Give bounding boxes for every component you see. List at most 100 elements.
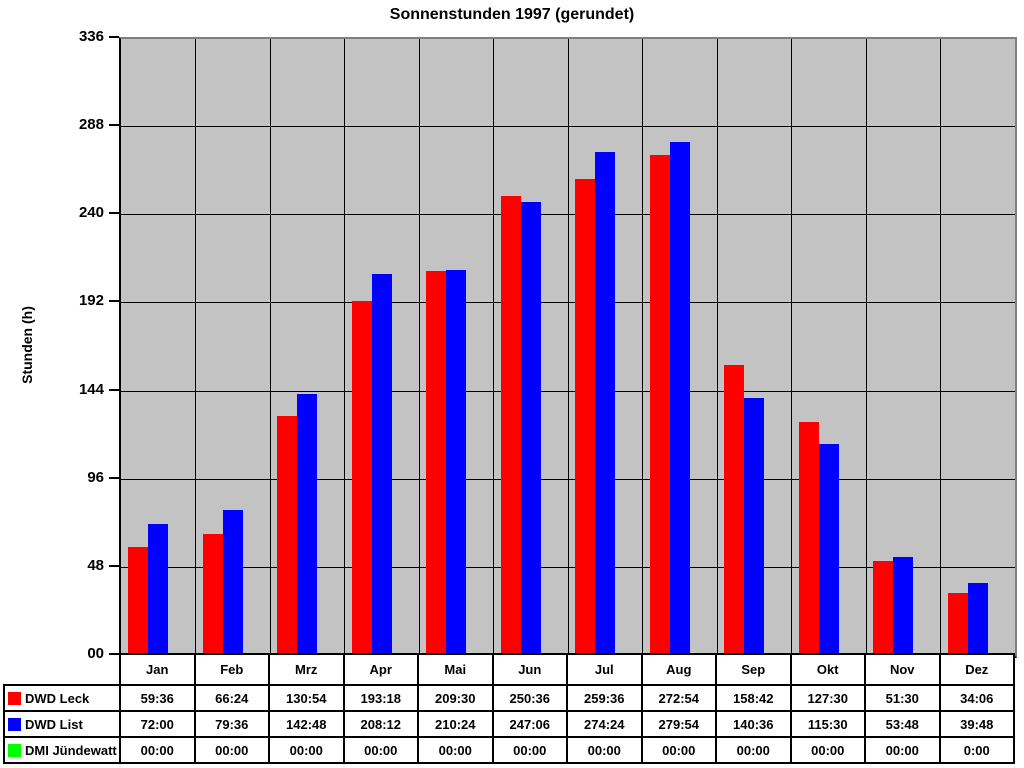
value-cell-dwd-list-okt: 115:30 bbox=[789, 710, 866, 738]
bar-dwd-leck-aug bbox=[649, 154, 670, 656]
month-cell-aug: Aug bbox=[640, 653, 717, 686]
value-cell-dwd-list-sep: 140:36 bbox=[715, 710, 792, 738]
value-cell-dmi-j-ndewatt-sep: 00:00 bbox=[715, 736, 792, 764]
bar-group-sep bbox=[717, 39, 792, 656]
legend-cell-dmi-j-ndewatt: DMI Jündewatt bbox=[3, 736, 121, 764]
bar-dwd-leck-apr bbox=[351, 301, 372, 656]
y-axis-tick-288 bbox=[109, 124, 119, 127]
month-cell-okt: Okt bbox=[789, 653, 866, 686]
bar-dwd-list-jan bbox=[148, 523, 169, 656]
value-cell-dwd-leck-okt: 127:30 bbox=[789, 684, 866, 712]
legend-label-dwd-leck: DWD Leck bbox=[25, 690, 90, 706]
y-axis-tick-00 bbox=[109, 653, 119, 655]
value-cell-dwd-leck-nov: 51:30 bbox=[864, 684, 941, 712]
bar-dwd-leck-mrz bbox=[277, 415, 298, 656]
month-cell-mai: Mai bbox=[417, 653, 494, 686]
value-cell-dmi-j-ndewatt-nov: 00:00 bbox=[864, 736, 941, 764]
month-cell-jun: Jun bbox=[491, 653, 568, 686]
gridline-vertical-8 bbox=[716, 39, 718, 656]
legend-swatch-dmi-j-ndewatt bbox=[8, 743, 21, 757]
y-axis-tick-240 bbox=[109, 212, 119, 215]
month-cell-feb: Feb bbox=[193, 653, 270, 686]
value-cell-dwd-list-feb: 79:36 bbox=[193, 710, 270, 738]
table-row-dwd-list: DWD List 72:00 79:36 142:48 208:12 210:24 247:… bbox=[3, 710, 1015, 738]
bar-dwd-leck-dez bbox=[947, 593, 968, 656]
gridline-vertical-4 bbox=[418, 39, 420, 656]
y-axis-tick-336 bbox=[109, 36, 119, 38]
bar-dwd-leck-jan bbox=[128, 546, 149, 656]
bar-dwd-leck-nov bbox=[873, 561, 894, 656]
y-tick-label-336: 336 bbox=[78, 28, 104, 45]
bar-group-okt bbox=[792, 39, 867, 656]
legend-label-dwd-list: DWD List bbox=[25, 716, 83, 732]
bar-dwd-leck-jul bbox=[575, 179, 596, 656]
value-cell-dwd-list-mai: 210:24 bbox=[417, 710, 494, 738]
value-cell-dwd-leck-dez: 34:06 bbox=[938, 684, 1015, 712]
value-cell-dmi-j-ndewatt-okt: 00:00 bbox=[789, 736, 866, 764]
bar-dwd-list-jun bbox=[520, 202, 541, 656]
table-row-dmi-j-ndewatt: DMI Jündewatt 00:00 00:00 00:00 00:00 00:00 00… bbox=[3, 736, 1015, 764]
value-cell-dmi-j-ndewatt-mrz: 00:00 bbox=[268, 736, 345, 764]
bar-group-jun bbox=[494, 39, 569, 656]
y-tick-label-96: 96 bbox=[87, 468, 104, 486]
gridline-vertical-1 bbox=[195, 39, 196, 656]
value-cell-dwd-leck-sep: 158:42 bbox=[715, 684, 792, 712]
bar-group-jan bbox=[121, 39, 196, 656]
y-axis-tick-144 bbox=[109, 388, 119, 391]
bar-dwd-list-okt bbox=[818, 443, 839, 656]
value-cell-dwd-leck-mai: 209:30 bbox=[417, 684, 494, 712]
bar-dwd-list-mrz bbox=[297, 393, 318, 656]
y-axis-tick-48 bbox=[109, 564, 119, 567]
data-table: Jan Feb Mrz Apr Mai Jun Jul Aug Sep Okt Nov Dez DWD … bbox=[3, 653, 1015, 764]
value-cell-dwd-leck-feb: 66:24 bbox=[193, 684, 270, 712]
month-cell-jan: Jan bbox=[119, 653, 196, 686]
gridline-vertical-7 bbox=[642, 39, 643, 656]
y-axis-tick-192 bbox=[109, 300, 119, 303]
y-tick-label-288: 288 bbox=[78, 116, 104, 134]
value-cell-dwd-list-jun: 247:06 bbox=[491, 710, 568, 738]
legend-label-dmi-j-ndewatt: DMI Jündewatt bbox=[25, 742, 117, 758]
y-tick-label-00: 00 bbox=[87, 645, 104, 662]
bar-group-apr bbox=[345, 39, 420, 656]
bar-dwd-leck-sep bbox=[724, 364, 745, 656]
bar-group-feb bbox=[196, 39, 271, 656]
bar-dwd-list-dez bbox=[967, 582, 988, 656]
bar-dwd-list-feb bbox=[222, 509, 243, 656]
value-cell-dmi-j-ndewatt-feb: 00:00 bbox=[193, 736, 270, 764]
bar-dwd-leck-okt bbox=[798, 421, 819, 656]
bar-group-nov bbox=[866, 39, 941, 656]
value-cell-dmi-j-ndewatt-mai: 00:00 bbox=[417, 736, 494, 764]
value-cell-dwd-leck-mrz: 130:54 bbox=[268, 684, 345, 712]
value-cell-dwd-list-jan: 72:00 bbox=[119, 710, 196, 738]
month-cell-sep: Sep bbox=[715, 653, 792, 686]
gridline-vertical-6 bbox=[567, 39, 569, 656]
legend-cell-dwd-leck: DWD Leck bbox=[3, 684, 121, 712]
month-cell-jul: Jul bbox=[566, 653, 643, 686]
y-axis-tick-96 bbox=[109, 476, 119, 479]
value-cell-dmi-j-ndewatt-dez: 0:00 bbox=[938, 736, 1015, 764]
value-cell-dwd-leck-jan: 59:36 bbox=[119, 684, 196, 712]
gridline-vertical-11 bbox=[940, 39, 941, 656]
bar-dwd-leck-feb bbox=[202, 534, 223, 656]
value-cell-dmi-j-ndewatt-aug: 00:00 bbox=[640, 736, 717, 764]
value-cell-dmi-j-ndewatt-jun: 00:00 bbox=[491, 736, 568, 764]
month-cell-dez: Dez bbox=[938, 653, 1015, 686]
bar-dwd-list-apr bbox=[371, 273, 392, 656]
y-tick-label-144: 144 bbox=[78, 380, 104, 398]
value-cell-dwd-list-jul: 274:24 bbox=[566, 710, 643, 738]
gridline-vertical-3 bbox=[344, 39, 345, 656]
value-cell-dwd-list-apr: 208:12 bbox=[342, 710, 419, 738]
value-cell-dwd-list-aug: 279:54 bbox=[640, 710, 717, 738]
plot-area bbox=[119, 37, 1017, 658]
value-cell-dmi-j-ndewatt-jul: 00:00 bbox=[566, 736, 643, 764]
month-cell-nov: Nov bbox=[864, 653, 941, 686]
bar-dwd-list-mai bbox=[446, 269, 467, 656]
bar-dwd-list-aug bbox=[669, 142, 690, 656]
value-cell-dwd-leck-jun: 250:36 bbox=[491, 684, 568, 712]
y-tick-label-192: 192 bbox=[78, 292, 104, 310]
value-cell-dwd-leck-jul: 259:36 bbox=[566, 684, 643, 712]
bar-dwd-leck-mai bbox=[426, 271, 447, 656]
bar-dwd-list-sep bbox=[744, 397, 765, 656]
value-cell-dwd-list-mrz: 142:48 bbox=[268, 710, 345, 738]
